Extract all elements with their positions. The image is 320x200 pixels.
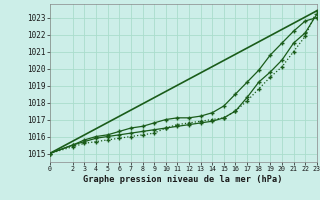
X-axis label: Graphe pression niveau de la mer (hPa): Graphe pression niveau de la mer (hPa) — [84, 175, 283, 184]
